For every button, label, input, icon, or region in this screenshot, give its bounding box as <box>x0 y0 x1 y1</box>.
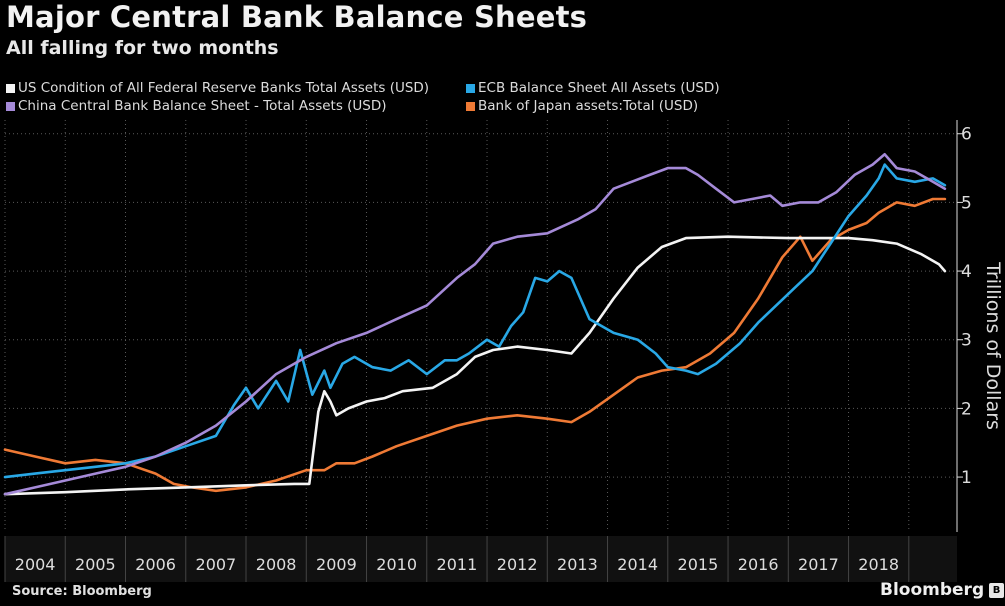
y-axis-title: Trillions of Dollars <box>982 261 1004 430</box>
x-tick-label: 2006 <box>135 555 176 574</box>
legend-label-boj: Bank of Japan assets:Total (USD) <box>478 98 699 114</box>
x-axis-band <box>5 536 957 582</box>
x-tick-label: 2008 <box>256 555 297 574</box>
brand-name: Bloomberg <box>880 580 985 600</box>
x-tick-label: 2011 <box>437 555 478 574</box>
series-line-ecb <box>3 163 947 479</box>
x-tick-label: 2012 <box>497 555 538 574</box>
legend-item-boj: Bank of Japan assets:Total (USD) <box>466 98 698 114</box>
y-tick-label: 2 <box>961 399 972 419</box>
y-tick-label: 1 <box>961 468 972 488</box>
series-line-china <box>3 153 947 496</box>
x-tick-label: 2017 <box>798 555 839 574</box>
legend-label-us-fed: US Condition of All Federal Reserve Bank… <box>18 80 430 96</box>
legend-swatch-china <box>6 101 15 111</box>
bloomberg-logo-icon: B <box>989 582 1005 598</box>
legend-item-ecb: ECB Balance Sheet All Assets (USD) <box>466 80 720 96</box>
x-tick-label: 2013 <box>557 555 598 574</box>
y-tick-label: 3 <box>961 331 972 351</box>
chart-subtitle: All falling for two months <box>6 37 279 59</box>
x-tick-label: 2009 <box>316 555 357 574</box>
x-tick-label: 2016 <box>738 555 779 574</box>
y-tick-label: 4 <box>961 262 972 282</box>
x-tick-label: 2015 <box>678 555 719 574</box>
series-line-boj <box>3 197 947 493</box>
x-tick-label: 2018 <box>858 555 899 574</box>
legend-swatch-ecb <box>466 83 475 93</box>
x-tick-label: 2005 <box>75 555 116 574</box>
y-tick-label: 6 <box>961 125 972 145</box>
x-tick-label: 2014 <box>617 555 658 574</box>
x-tick-label: 2007 <box>196 555 237 574</box>
legend-item-us-fed: US Condition of All Federal Reserve Bank… <box>6 80 429 96</box>
chart-title: Major Central Bank Balance Sheets <box>6 0 588 34</box>
brand-logo: Bloomberg B <box>880 580 1005 600</box>
x-tick-label: 2010 <box>376 555 417 574</box>
legend-swatch-us-fed <box>6 83 15 93</box>
series-line-us-fed <box>3 235 947 496</box>
legend-swatch-boj <box>466 101 475 111</box>
legend-label-ecb: ECB Balance Sheet All Assets (USD) <box>478 80 720 96</box>
x-tick-label: 2004 <box>15 555 56 574</box>
y-tick-label: 5 <box>961 193 972 213</box>
legend-item-china: China Central Bank Balance Sheet - Total… <box>6 98 387 114</box>
legend-label-china: China Central Bank Balance Sheet - Total… <box>18 98 387 114</box>
source-note: Source: Bloomberg <box>12 584 152 599</box>
